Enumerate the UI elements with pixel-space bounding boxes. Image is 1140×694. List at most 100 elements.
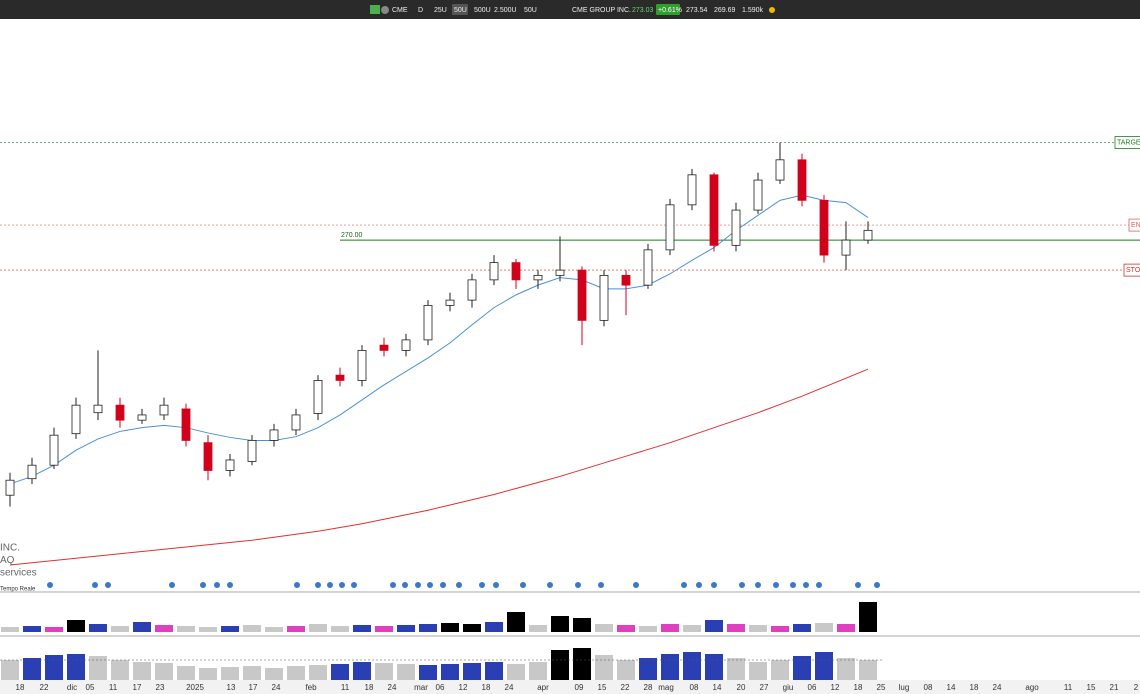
event-icon[interactable] (227, 582, 233, 588)
volume-bar (529, 625, 547, 632)
x-tick-label: 24 (993, 683, 1002, 692)
x-tick-label: 18 (854, 683, 863, 692)
event-icon[interactable] (547, 582, 553, 588)
volume[interactable]: 1.590k (742, 7, 764, 14)
event-icon[interactable] (169, 582, 175, 588)
level-label: TARGE (1117, 139, 1140, 146)
event-icon[interactable] (105, 582, 111, 588)
event-icon[interactable] (790, 582, 796, 588)
event-icon[interactable] (493, 582, 499, 588)
size-button[interactable]: 500U (474, 7, 491, 14)
event-icon[interactable] (598, 582, 604, 588)
size-button[interactable]: 25U (434, 7, 447, 14)
event-icon[interactable] (294, 582, 300, 588)
event-icon[interactable] (456, 582, 462, 588)
event-icon[interactable] (47, 582, 53, 588)
event-icon[interactable] (200, 582, 206, 588)
event-icon[interactable] (327, 582, 333, 588)
event-icon[interactable] (803, 582, 809, 588)
volume-bar (573, 618, 591, 632)
candle-body (71, 404, 81, 435)
instrument-name[interactable]: CME GROUP INC. (572, 7, 631, 14)
candle-body (775, 159, 785, 181)
event-icon[interactable] (575, 582, 581, 588)
event-icon[interactable] (427, 582, 433, 588)
indicator-bar (749, 662, 767, 680)
candle-body (357, 349, 367, 381)
event-icon[interactable] (479, 582, 485, 588)
x-tick-label: 08 (924, 683, 933, 692)
volume-bar (133, 622, 151, 632)
x-tick-label: dic (67, 683, 77, 692)
volume-bar (485, 622, 503, 632)
x-tick-label: 25 (877, 683, 886, 692)
event-icon[interactable] (874, 582, 880, 588)
event-icon[interactable] (402, 582, 408, 588)
event-icon[interactable] (739, 582, 745, 588)
event-icon[interactable] (681, 582, 687, 588)
event-icon[interactable] (855, 582, 861, 588)
event-icon[interactable] (773, 582, 779, 588)
indicator-bar (309, 665, 327, 680)
volume-bar (265, 627, 283, 632)
candle-body (379, 344, 389, 351)
change-bg[interactable] (656, 4, 680, 15)
indicator-bar (1, 660, 19, 680)
indicator-bar (133, 662, 151, 680)
indicator-bar (243, 666, 261, 680)
indicator-bar (23, 658, 41, 680)
volume-bar (397, 625, 415, 632)
indicator-bar (353, 662, 371, 680)
volume-bar (287, 626, 305, 632)
volume-bar (111, 626, 129, 632)
x-tick-label: 22 (40, 683, 49, 692)
event-icon[interactable] (315, 582, 321, 588)
event-icon[interactable] (755, 582, 761, 588)
candle-body (819, 199, 829, 256)
candle-body (599, 274, 609, 321)
event-icon[interactable] (696, 582, 702, 588)
size-button[interactable]: 2.500U (494, 7, 517, 14)
x-tick-label: 17 (249, 683, 258, 692)
size-button[interactable]: 50U (454, 7, 467, 14)
event-icon[interactable] (520, 582, 526, 588)
event-icon[interactable] (339, 582, 345, 588)
event-icon[interactable] (415, 582, 421, 588)
candle-body (621, 274, 631, 286)
candle-body (93, 404, 103, 414)
panel-title: Tempo Reale (0, 587, 36, 593)
candle-body (753, 179, 763, 211)
candle-body (115, 404, 125, 421)
symbol-icon[interactable] (381, 6, 389, 14)
last-price[interactable]: 273.03 (632, 7, 654, 14)
x-tick-label: ago (1025, 683, 1039, 692)
event-icon[interactable] (816, 582, 822, 588)
day-low[interactable]: 269.69 (714, 7, 736, 14)
price-line-label: 270.00 (341, 232, 363, 239)
candle-body (467, 279, 477, 301)
event-icon[interactable] (390, 582, 396, 588)
x-tick-label: lug (899, 683, 910, 692)
size-button-bg[interactable] (452, 4, 468, 15)
event-icon[interactable] (351, 582, 357, 588)
logo[interactable] (370, 5, 380, 14)
x-tick-label: 13 (227, 683, 236, 692)
event-icon[interactable] (633, 582, 639, 588)
event-icon[interactable] (440, 582, 446, 588)
volume-bar (353, 625, 371, 632)
event-icon[interactable] (92, 582, 98, 588)
level-label: STO (1126, 267, 1140, 274)
change[interactable]: +0.61% (658, 7, 682, 14)
size-button[interactable]: 50U (524, 7, 537, 14)
x-tick-label: giu (783, 683, 794, 692)
event-icon[interactable] (214, 582, 220, 588)
period[interactable]: D (418, 7, 423, 14)
symbol[interactable]: CME (392, 7, 408, 14)
event-icon[interactable] (711, 582, 717, 588)
candle-body (423, 304, 433, 341)
day-high[interactable]: 273.54 (686, 7, 708, 14)
indicator-bar (463, 663, 481, 680)
candle-body (709, 174, 719, 246)
candle-body (137, 414, 147, 421)
